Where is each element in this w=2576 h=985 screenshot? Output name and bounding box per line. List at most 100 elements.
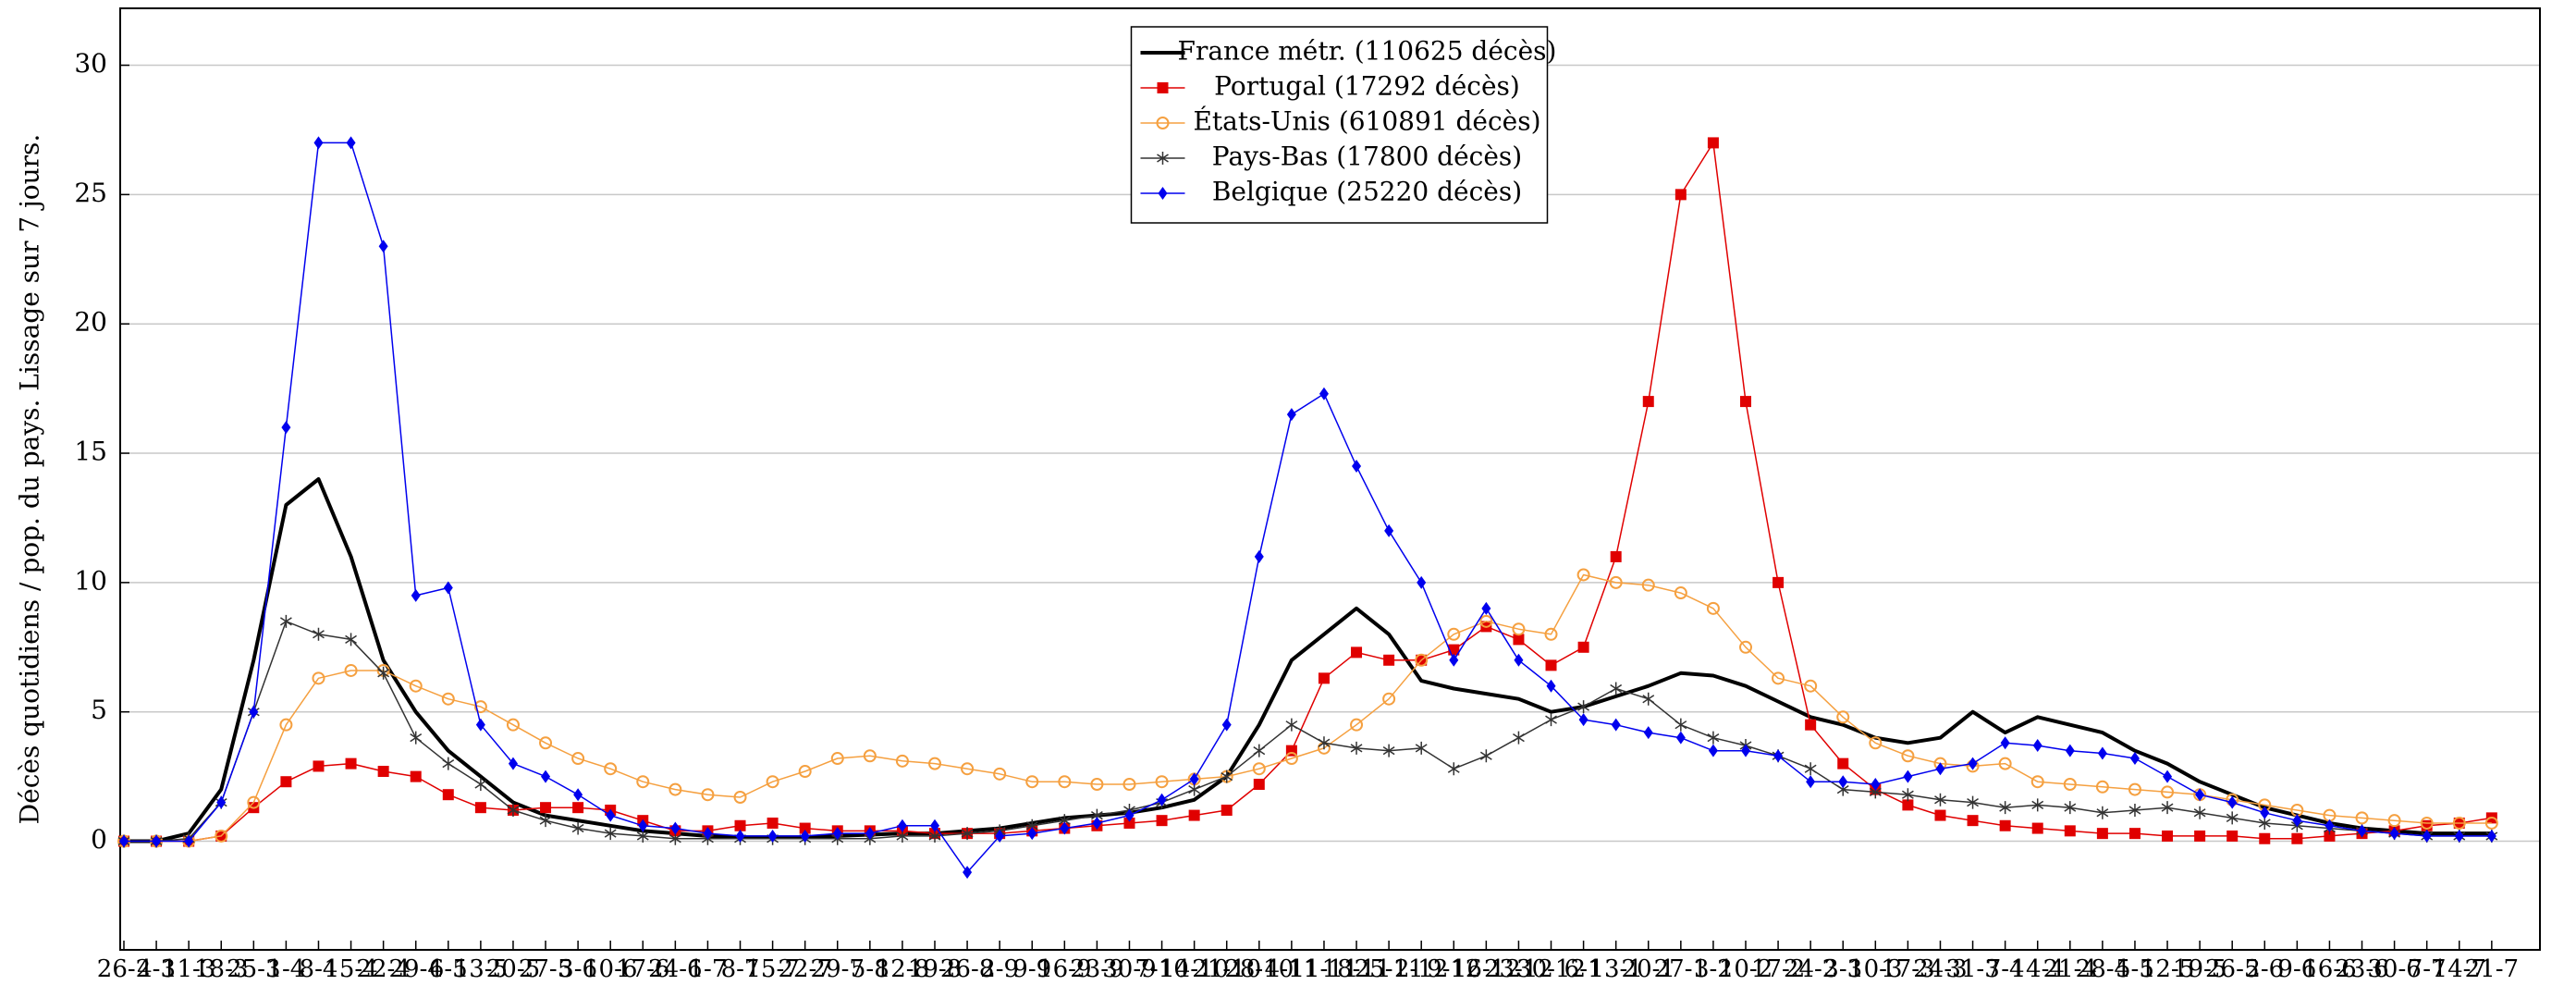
marker <box>1350 718 1364 732</box>
x-tick-label: 4-11 <box>1265 955 1319 983</box>
x-tick-label: 7-7 <box>2408 955 2447 983</box>
x-tick-label: 24-6 <box>648 955 702 983</box>
x-tick-label: 3-6 <box>558 955 597 983</box>
marker <box>1481 601 1491 615</box>
marker <box>2097 746 2107 760</box>
marker <box>1351 646 1363 659</box>
marker <box>409 679 423 693</box>
marker <box>1577 700 1590 714</box>
marker <box>1479 614 1493 628</box>
marker <box>993 767 1007 781</box>
marker <box>2096 828 2108 840</box>
marker <box>1417 575 1427 589</box>
x-tick-label: 3-2 <box>1694 955 1733 983</box>
marker <box>2161 785 2175 799</box>
y-tick-label: 20 <box>74 307 107 338</box>
marker <box>281 421 291 435</box>
marker <box>1479 749 1492 763</box>
marker <box>1674 586 1687 600</box>
marker <box>1157 793 1167 806</box>
marker <box>1156 117 1170 129</box>
x-tick-label: 3-3 <box>1823 955 1862 983</box>
marker <box>1025 775 1039 789</box>
marker <box>636 775 650 789</box>
marker <box>1967 815 1979 827</box>
marker <box>1967 795 1979 809</box>
marker <box>995 829 1005 843</box>
marker <box>2128 782 2141 796</box>
marker <box>606 808 616 822</box>
x-tick-label: 16-6 <box>2302 955 2356 983</box>
marker <box>571 752 585 766</box>
marker <box>313 136 324 150</box>
marker <box>1611 718 1621 732</box>
y-tick-label: 5 <box>91 695 107 725</box>
x-tick-label: 17-6 <box>616 955 669 983</box>
legend: France métr. (110625 décès) Portugal (172… <box>1130 26 1556 224</box>
x-tick-label: 9-6 <box>2277 955 2316 983</box>
legend-label: Pays-Bas (17800 décès) <box>1212 142 1522 172</box>
marker <box>345 633 357 646</box>
marker <box>539 814 552 828</box>
marker <box>1576 568 1590 582</box>
marker <box>735 829 745 843</box>
marker <box>2226 830 2239 842</box>
marker <box>2032 739 2042 753</box>
marker <box>1998 757 2012 770</box>
x-tick-label: 10-2 <box>1719 955 1773 983</box>
marker <box>441 692 455 706</box>
marker <box>313 760 325 772</box>
x-tick-label: 26-5 <box>2205 955 2259 983</box>
marker <box>2484 816 2498 830</box>
marker <box>572 802 584 814</box>
marker <box>1221 804 1233 816</box>
marker <box>2389 827 2399 841</box>
x-tick-label: 23-12 <box>1484 955 1553 983</box>
series-line <box>124 621 2492 843</box>
marker <box>312 671 325 685</box>
marker <box>573 788 583 802</box>
marker <box>1383 654 1395 666</box>
marker <box>410 731 423 745</box>
y-tick-label: 15 <box>74 437 107 467</box>
marker <box>215 829 228 843</box>
marker <box>798 765 812 779</box>
marker <box>1415 653 1429 667</box>
y-tick-label: 0 <box>91 824 107 855</box>
marker <box>280 776 292 788</box>
marker <box>1610 550 1622 562</box>
marker <box>1642 692 1655 706</box>
marker <box>1740 396 1751 408</box>
x-tick-label: 20-1 <box>1622 955 1675 983</box>
x-tick-label: 10-3 <box>1848 955 1902 983</box>
marker <box>2128 828 2141 840</box>
series-line <box>124 573 2492 843</box>
marker <box>1253 744 1266 757</box>
x-tick-label: 23-6 <box>2335 955 2388 983</box>
series-line <box>124 142 2492 843</box>
marker <box>766 775 779 789</box>
marker <box>2357 824 2367 838</box>
marker <box>767 829 778 843</box>
marker <box>249 705 259 719</box>
x-tick-label: 14-10 <box>1159 955 1229 983</box>
marker <box>2065 744 2075 757</box>
marker <box>1352 460 1362 474</box>
marker <box>2420 816 2434 830</box>
marker <box>961 762 975 776</box>
marker <box>800 829 810 843</box>
marker <box>1382 692 1396 706</box>
marker <box>1449 653 1459 667</box>
marker <box>1155 775 1169 789</box>
marker <box>1157 82 1169 93</box>
marker <box>1836 710 1850 724</box>
marker <box>2163 770 2173 783</box>
marker <box>1512 622 1526 636</box>
y-axis-label: Décès quotidiens / pop. du pays. Lissage… <box>15 134 45 825</box>
marker <box>2128 803 2141 817</box>
x-tick-label: 30-6 <box>2367 955 2421 983</box>
marker <box>1804 762 1817 776</box>
marker <box>506 718 520 732</box>
marker <box>1545 659 1557 671</box>
marker <box>928 757 941 770</box>
